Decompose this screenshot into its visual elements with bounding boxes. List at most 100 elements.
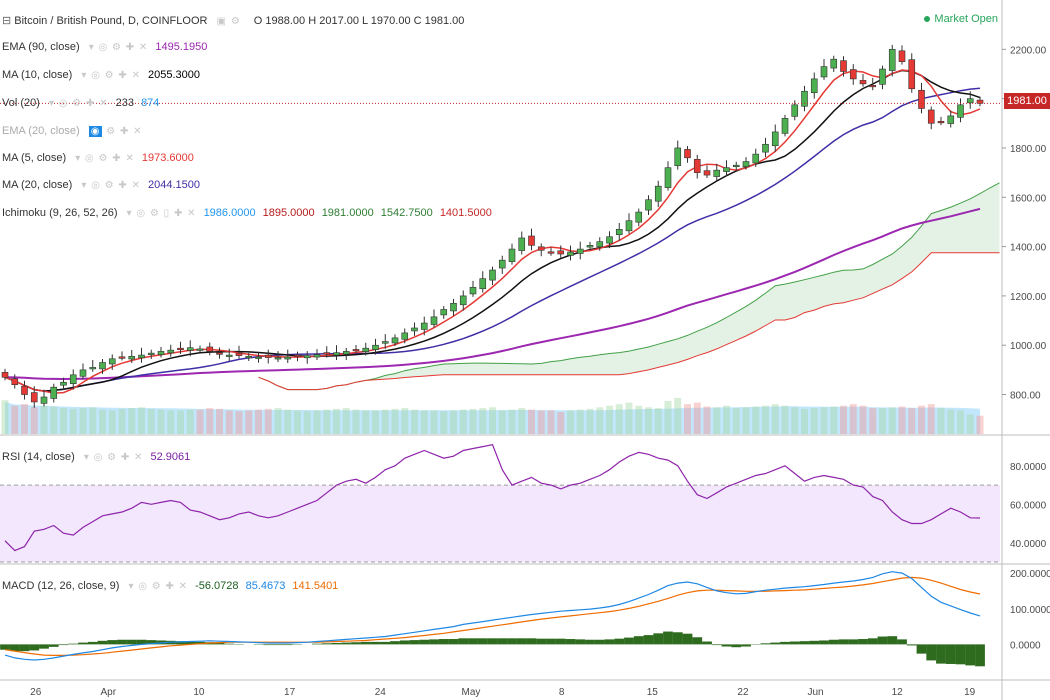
volume-bar bbox=[567, 410, 574, 434]
time-tick-label: 22 bbox=[737, 687, 749, 698]
legend-tools-icon[interactable]: ▾ ◎ ⚙ ✚ ✕ bbox=[81, 70, 141, 81]
candle-body bbox=[235, 352, 243, 356]
volume-bar bbox=[752, 406, 760, 434]
candle-body bbox=[937, 121, 945, 124]
indicator-value: 233 bbox=[115, 97, 134, 109]
ichimoku-span-b-value: 1401.5000 bbox=[439, 207, 492, 219]
indicator-ema20[interactable]: EMA (20, close) ◉ ⚙ ✚ ✕ bbox=[2, 124, 143, 139]
price-tick-label: 1200.00 bbox=[1010, 292, 1047, 303]
indicator-macd[interactable]: MACD (12, 26, close, 9) ▾ ◎ ⚙ ✚ ✕ -56.07… bbox=[2, 579, 338, 594]
volume-bar bbox=[391, 408, 399, 434]
macd-histogram-bar bbox=[555, 638, 566, 645]
macd-line bbox=[4, 571, 981, 661]
candle-body bbox=[430, 316, 438, 325]
macd-histogram-bar bbox=[565, 639, 576, 645]
indicator-volume[interactable]: Vol (20) ▾ ◎ ⚙ ✚ ✕ 233 874 bbox=[2, 96, 159, 111]
macd-histogram-bar bbox=[624, 637, 634, 645]
macd-histogram-bar bbox=[399, 640, 410, 645]
candle-body bbox=[50, 386, 58, 399]
volume-bar bbox=[859, 405, 867, 434]
legend-tools-icon[interactable]: ▾ ◎ ⚙ ✚ ✕ bbox=[81, 180, 141, 191]
macd-histogram-bar bbox=[107, 640, 118, 645]
volume-bar bbox=[245, 410, 253, 434]
macd-histogram-bar bbox=[419, 639, 430, 645]
volume-bar bbox=[703, 406, 711, 434]
candle-body bbox=[167, 349, 175, 354]
volume-bar bbox=[586, 408, 594, 434]
volume-bar bbox=[625, 402, 633, 434]
legend-tools-icon[interactable]: ◉ ⚙ ✚ ✕ bbox=[88, 126, 143, 137]
candle-body bbox=[898, 50, 906, 62]
indicator-label: EMA (20, close) bbox=[2, 125, 80, 137]
legend-tools-icon[interactable]: ▾ ◎ ⚙ ▯ ✚ ✕ bbox=[126, 208, 197, 219]
macd-histogram-bar bbox=[87, 641, 98, 645]
macd-histogram-bar bbox=[526, 638, 537, 645]
volume-bar bbox=[440, 411, 448, 434]
market-status: Market Open bbox=[924, 13, 998, 25]
volume-bar bbox=[976, 415, 984, 434]
collapse-icon[interactable]: ⊟ bbox=[2, 15, 12, 27]
volume-bar bbox=[284, 409, 292, 434]
legend-tools-icon[interactable]: ▾ ◎ ⚙ ✚ ✕ bbox=[75, 153, 135, 164]
macd-histogram-bar bbox=[828, 639, 839, 645]
macd-histogram-bar bbox=[136, 639, 147, 645]
legend-tools-icon[interactable]: ▣ ⚙ bbox=[216, 16, 241, 27]
candle-body bbox=[879, 68, 886, 85]
symbol-legend[interactable]: ⊟ Bitcoin / British Pound, D, COINFLOOR … bbox=[2, 14, 464, 29]
price-panel bbox=[0, 44, 1000, 434]
candle-body bbox=[157, 351, 165, 355]
volume-bar bbox=[1, 400, 9, 434]
volume-bar bbox=[303, 411, 311, 434]
candle-body bbox=[820, 66, 828, 78]
indicator-ma10[interactable]: MA (10, close) ▾ ◎ ⚙ ✚ ✕ 2055.3000 bbox=[2, 68, 200, 83]
macd-histogram-bar bbox=[341, 642, 352, 645]
indicator-value: 2055.3000 bbox=[148, 69, 201, 81]
price-tick-label: 1000.00 bbox=[1010, 341, 1047, 352]
volume-bar bbox=[381, 409, 389, 434]
candle-body bbox=[957, 104, 964, 118]
indicator-ma20[interactable]: MA (20, close) ▾ ◎ ⚙ ✚ ✕ 2044.1500 bbox=[2, 178, 200, 193]
volume-bar bbox=[69, 408, 77, 434]
candle-body bbox=[264, 354, 272, 358]
volume-bar bbox=[723, 405, 730, 434]
candle-body bbox=[713, 169, 721, 177]
volume-bar bbox=[323, 409, 331, 434]
macd-histogram-bar bbox=[78, 642, 88, 645]
candle-body bbox=[69, 374, 77, 384]
indicator-ichimoku[interactable]: Ichimoku (9, 26, 52, 26) ▾ ◎ ⚙ ▯ ✚ ✕ 198… bbox=[2, 206, 492, 221]
indicator-rsi[interactable]: RSI (14, close) ▾ ◎ ⚙ ✚ ✕ 52.9061 bbox=[2, 450, 190, 465]
candle-body bbox=[206, 346, 214, 352]
macd-histogram-bar bbox=[380, 641, 391, 645]
macd-histogram-bar bbox=[789, 641, 800, 645]
volume-bar bbox=[128, 408, 136, 434]
volume-bar bbox=[927, 404, 935, 434]
volume-bar bbox=[908, 408, 916, 434]
candle-body bbox=[888, 49, 896, 71]
indicator-ma5[interactable]: MA (5, close) ▾ ◎ ⚙ ✚ ✕ 1973.6000 bbox=[2, 151, 194, 166]
indicator-ema90[interactable]: EMA (90, close) ▾ ◎ ⚙ ✚ ✕ 1495.1950 bbox=[2, 40, 207, 55]
legend-tools-icon[interactable]: ▾ ◎ ⚙ ✚ ✕ bbox=[128, 581, 189, 592]
indicator-value: 1495.1950 bbox=[155, 41, 208, 53]
candle-body bbox=[508, 248, 516, 262]
legend-tools-icon[interactable]: ▾ ◎ ⚙ ✚ ✕ bbox=[83, 452, 144, 463]
macd-histogram-bar bbox=[175, 641, 186, 645]
macd-tick-label: 0.0000 bbox=[1010, 640, 1041, 651]
market-status-label: Market Open bbox=[934, 13, 998, 25]
volume-bar bbox=[606, 405, 613, 434]
macd-histogram-bar bbox=[604, 639, 615, 645]
candle-body bbox=[518, 237, 526, 251]
legend-tools-icon[interactable]: ▾ ◎ ⚙ ✚ ✕ bbox=[48, 98, 109, 109]
candle-body bbox=[479, 278, 487, 290]
macd-histogram-bar bbox=[594, 639, 605, 645]
macd-histogram-bar bbox=[468, 638, 478, 645]
legend-tools-icon[interactable]: ▾ ◎ ⚙ ✚ ✕ bbox=[88, 42, 149, 53]
macd-histogram-bar bbox=[741, 644, 751, 647]
macd-histogram-bar bbox=[546, 638, 556, 645]
macd-histogram-bar bbox=[965, 644, 976, 666]
volume-bar bbox=[762, 405, 769, 434]
rsi-tick-label: 80.0000 bbox=[1010, 462, 1047, 473]
macd-histogram-bar bbox=[702, 641, 712, 645]
volume-bar bbox=[693, 402, 701, 434]
candle-body bbox=[771, 131, 779, 147]
macd-histogram-bar bbox=[477, 638, 488, 645]
